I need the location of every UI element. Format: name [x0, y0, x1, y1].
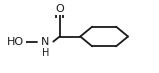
Text: O: O [55, 4, 64, 14]
Text: H: H [42, 48, 49, 58]
Text: HO: HO [7, 37, 24, 47]
Text: N: N [41, 37, 49, 47]
